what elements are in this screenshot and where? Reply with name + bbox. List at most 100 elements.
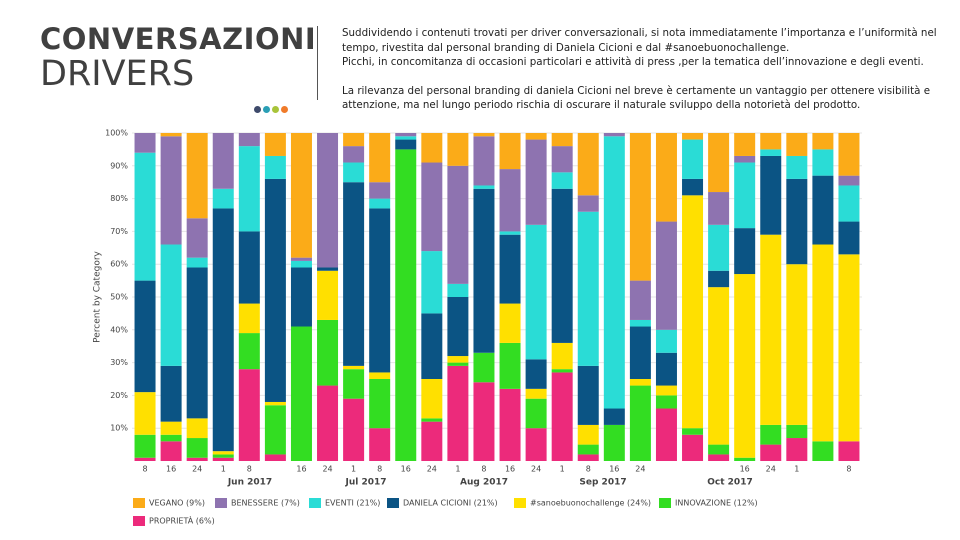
bar-segment xyxy=(655,221,677,330)
legend-label: BENESSERE (7%) xyxy=(231,499,300,508)
y-tick-label: 20% xyxy=(110,391,128,400)
bar-segment xyxy=(629,280,651,320)
bar-segment xyxy=(473,136,495,186)
legend-label: EVENTI (21%) xyxy=(325,499,380,508)
bar-segment xyxy=(290,326,312,461)
bar-segment xyxy=(212,208,234,452)
text-line: Suddividendo i contenuti trovati per dri… xyxy=(342,27,937,39)
bar-segment xyxy=(708,192,730,225)
bar-segment xyxy=(838,175,860,186)
bar-segment xyxy=(212,457,234,461)
bar-segment xyxy=(160,136,182,245)
x-tick-label: 8 xyxy=(481,465,486,474)
x-tick-label: 8 xyxy=(142,465,147,474)
bar-segment xyxy=(786,155,808,179)
bar-segment xyxy=(447,297,469,357)
legend-swatch xyxy=(309,498,321,508)
bar-segment xyxy=(551,172,573,189)
bar-segment xyxy=(812,149,834,176)
x-tick-label: 1 xyxy=(455,465,460,474)
x-tick-label: 16 xyxy=(609,465,619,474)
bar-segment xyxy=(786,133,808,156)
bar-segment xyxy=(551,342,573,370)
bar-segment xyxy=(577,133,599,196)
bar-segment xyxy=(369,182,391,199)
bar-segment xyxy=(603,424,625,461)
bar-segment xyxy=(421,251,443,314)
bar-segment xyxy=(577,365,599,425)
y-tick-label: 60% xyxy=(110,260,128,269)
bar-segment xyxy=(186,257,208,268)
bar-segment xyxy=(499,231,521,235)
bar-segment xyxy=(186,218,208,258)
month-label: Oct 2017 xyxy=(707,478,752,488)
bar-segment xyxy=(160,365,182,422)
bar-segment xyxy=(682,139,704,179)
bar-segment xyxy=(838,185,860,222)
title: CONVERSAZIONI xyxy=(40,22,317,56)
y-tick-label: 70% xyxy=(110,227,128,236)
bar-segment xyxy=(264,178,286,402)
x-tick-label: 8 xyxy=(247,465,252,474)
x-tick-label: 8 xyxy=(846,465,851,474)
y-tick-label: 50% xyxy=(110,293,128,302)
bar-segment xyxy=(160,421,182,435)
paragraph: Suddividendo i contenuti trovati per dri… xyxy=(342,26,942,70)
bar-segment xyxy=(525,398,547,429)
bar-segment xyxy=(525,388,547,399)
bar-segment xyxy=(473,382,495,461)
bar-segment xyxy=(186,418,208,439)
bar-segment xyxy=(655,329,677,353)
legend-swatch xyxy=(387,498,399,508)
bar-segment xyxy=(186,267,208,419)
paragraph: La rilevanza del personal branding di da… xyxy=(342,84,942,113)
bar-segment xyxy=(682,434,704,461)
bar-segment xyxy=(629,379,651,386)
bar-segment xyxy=(238,146,260,232)
bar-segment xyxy=(812,244,834,442)
bar-segment xyxy=(734,228,756,275)
subtitle: DRIVERS xyxy=(40,54,195,94)
bar-segment xyxy=(812,175,834,245)
bar-segment xyxy=(551,188,573,343)
bar-segment xyxy=(238,303,260,334)
bar-segment xyxy=(708,270,730,288)
bar-segment xyxy=(447,365,469,461)
bar-segment xyxy=(760,155,782,235)
legend-swatch xyxy=(215,498,227,508)
bar-segment xyxy=(264,405,286,455)
text-line: La rilevanza del personal branding di da… xyxy=(342,84,931,97)
bar-segment xyxy=(682,195,704,429)
bar-segment xyxy=(447,362,469,366)
bar-segment xyxy=(551,372,573,461)
bar-segment xyxy=(317,133,339,268)
text-line: attenzione, ma nel lungo periodo rischia… xyxy=(342,99,861,111)
legend-swatch xyxy=(514,498,526,508)
bar-segment xyxy=(134,133,156,153)
bar-segment xyxy=(186,457,208,461)
bar-segment xyxy=(290,260,312,268)
x-tick-label: 8 xyxy=(377,465,382,474)
bar-segment xyxy=(473,188,495,353)
bar-segment xyxy=(786,424,808,439)
bar-segment xyxy=(655,395,677,409)
x-tick-label: 24 xyxy=(192,465,202,474)
bar-segment xyxy=(838,221,860,255)
x-tick-label: 1 xyxy=(221,465,226,474)
x-tick-label: 16 xyxy=(166,465,176,474)
divider xyxy=(317,26,318,100)
bar-segment xyxy=(369,428,391,461)
legend-label: INNOVAZIONE (12%) xyxy=(675,499,758,508)
bar-segment xyxy=(343,162,365,183)
y-tick-label: 40% xyxy=(110,325,128,334)
month-label: Jun 2017 xyxy=(227,478,272,488)
bar-segment xyxy=(812,133,834,150)
bar-segment xyxy=(760,444,782,461)
bar-segment xyxy=(343,369,365,399)
x-tick-label: 24 xyxy=(635,465,645,474)
bar-segment xyxy=(369,198,391,209)
bar-segment xyxy=(212,188,234,209)
x-tick-label: 1 xyxy=(351,465,356,474)
bar-segment xyxy=(655,408,677,461)
